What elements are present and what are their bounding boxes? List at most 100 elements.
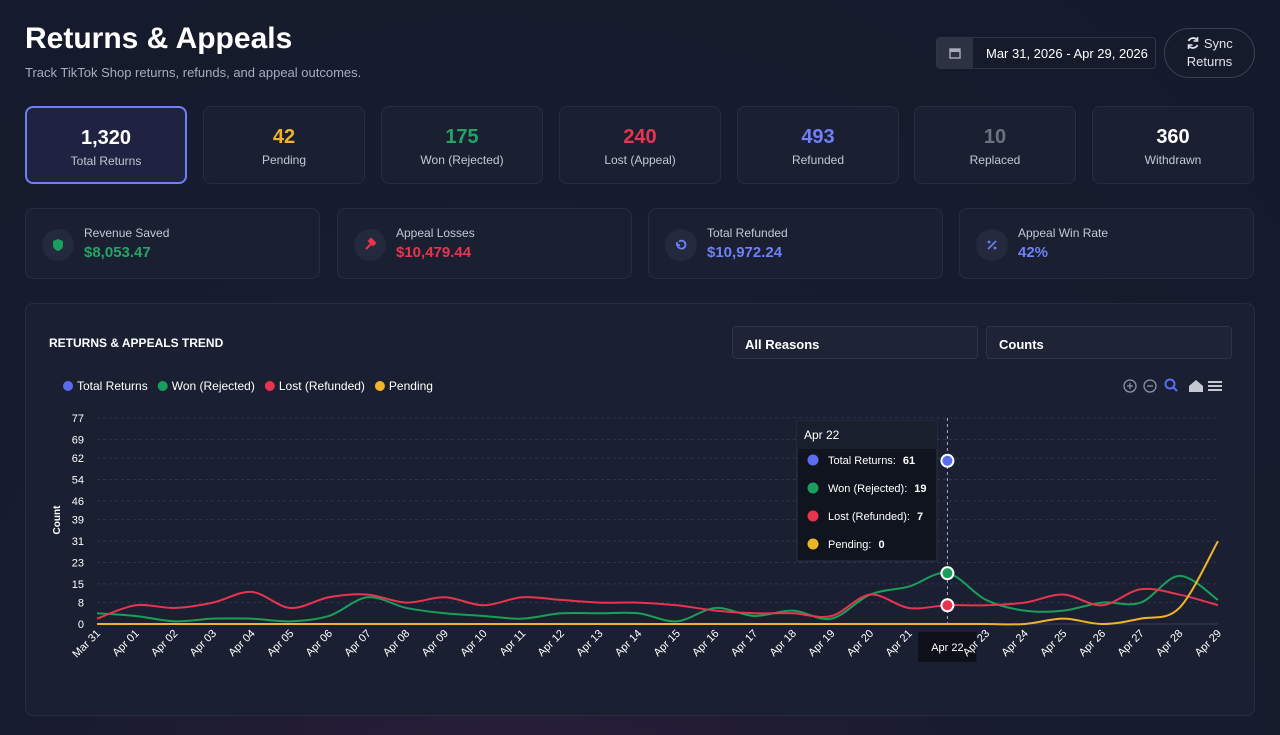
y-tick-label: 69 bbox=[72, 434, 84, 446]
tooltip-value: 0 bbox=[878, 539, 884, 551]
tooltip-value: 61 bbox=[903, 455, 915, 467]
summary-value: $8,053.47 bbox=[84, 244, 151, 261]
x-tick-label: Apr 10 bbox=[458, 628, 489, 659]
metric-filter[interactable]: Counts bbox=[986, 326, 1232, 359]
legend-label: Total Returns bbox=[77, 379, 148, 393]
x-tick-label: Apr 19 bbox=[806, 628, 837, 659]
date-range-picker[interactable]: Mar 31, 2026 - Apr 29, 2026 bbox=[936, 37, 1156, 69]
y-tick-label: 77 bbox=[72, 413, 84, 425]
x-tick-label: Apr 03 bbox=[188, 628, 219, 659]
x-tick-label: Apr 07 bbox=[342, 628, 373, 659]
x-tick-label: Apr 04 bbox=[226, 628, 257, 659]
x-tick-label: Apr 02 bbox=[149, 628, 180, 659]
legend-label: Won (Rejected) bbox=[172, 379, 255, 393]
icon bbox=[676, 239, 687, 250]
x-tick-label: Apr 08 bbox=[381, 628, 412, 659]
hover-marker bbox=[940, 598, 955, 613]
summary-icon bbox=[976, 229, 1008, 261]
stat-card: 360 Withdrawn bbox=[1092, 106, 1254, 184]
y-tick-label: 23 bbox=[72, 557, 84, 569]
y-tick-label: 8 bbox=[78, 598, 84, 610]
icon bbox=[365, 238, 377, 250]
legend-marker bbox=[63, 381, 73, 391]
trend-chart: RETURNS & APPEALS TREND Count Total Return… bbox=[49, 336, 1224, 662]
summary-label: Appeal Losses bbox=[396, 226, 475, 240]
tooltip-label: Total Returns: bbox=[828, 455, 896, 467]
stat-card: 1,320 Total Returns bbox=[25, 106, 187, 184]
stat-card: 240 Lost (Appeal) bbox=[559, 106, 721, 184]
chart-toolbar bbox=[1123, 378, 1222, 393]
stat-label: Won (Rejected) bbox=[420, 153, 504, 167]
y-tick-label: 54 bbox=[72, 475, 84, 487]
stat-card: 493 Refunded bbox=[737, 106, 899, 184]
series-line bbox=[96, 587, 1219, 620]
summary-card: Total Refunded $10,972.24 bbox=[648, 208, 943, 279]
x-tick-label: Apr 21 bbox=[883, 628, 914, 659]
stat-value: 360 bbox=[1156, 126, 1190, 148]
summary-label: Total Refunded bbox=[707, 226, 788, 240]
y-tick-label: 15 bbox=[72, 579, 84, 591]
x-tick-label: Apr 28 bbox=[1154, 628, 1185, 659]
sync-label: Returns bbox=[1186, 54, 1233, 69]
x-tick-label: Apr 01 bbox=[110, 628, 141, 659]
x-tick-label: Apr 25 bbox=[1038, 628, 1069, 659]
stat-label: Pending bbox=[261, 153, 307, 167]
x-tick-label: Apr 12 bbox=[536, 628, 567, 659]
x-tick-label: Apr 16 bbox=[690, 628, 721, 659]
x-tick-label: Apr 26 bbox=[1077, 628, 1108, 659]
summary-label: Revenue Saved bbox=[84, 226, 170, 240]
summary-value: 42% bbox=[1018, 244, 1049, 261]
hover-marker bbox=[940, 453, 955, 468]
x-tick-label: Apr 22 bbox=[931, 642, 963, 654]
y-tick-label: 39 bbox=[72, 515, 84, 527]
sync-icon bbox=[1187, 37, 1199, 49]
legend-marker bbox=[264, 381, 275, 391]
summary-icon bbox=[354, 229, 386, 261]
y-axis-label: Count bbox=[52, 505, 63, 535]
stat-card: 10 Replaced bbox=[914, 106, 1076, 184]
series-line bbox=[97, 540, 1219, 626]
tooltip: Apr 22 Total Returns: 61 Won (Rejected): 19 L… bbox=[796, 420, 938, 562]
series-line bbox=[96, 571, 1219, 623]
summary-icon bbox=[42, 229, 74, 261]
x-highlight-box bbox=[918, 632, 977, 662]
reason-filter[interactable]: All Reasons bbox=[732, 326, 978, 359]
summary-value: $10,479.44 bbox=[396, 244, 472, 261]
tooltip-header bbox=[797, 421, 937, 449]
x-tick-label: Apr 18 bbox=[768, 628, 799, 659]
summary-card: Appeal Losses $10,479.44 bbox=[337, 208, 632, 279]
stat-label: Refunded bbox=[791, 153, 845, 167]
stat-label: Replaced bbox=[969, 153, 1021, 167]
icon bbox=[987, 240, 997, 250]
x-tick-label: Apr 29 bbox=[1193, 628, 1224, 659]
tooltip-marker bbox=[807, 510, 819, 522]
legend-label: Pending bbox=[389, 379, 433, 393]
stat-label: Total Returns bbox=[70, 154, 142, 168]
y-tick-label: 62 bbox=[72, 453, 84, 465]
x-tick-label: Apr 05 bbox=[265, 628, 296, 659]
x-tick-label: Apr 06 bbox=[304, 628, 335, 659]
stat-value: 240 bbox=[623, 126, 657, 148]
legend-label: Lost (Refunded) bbox=[279, 379, 365, 393]
stat-label: Withdrawn bbox=[1144, 153, 1202, 167]
tooltip-value: 19 bbox=[914, 483, 926, 495]
tooltip-marker bbox=[807, 454, 819, 466]
x-tick-label: Apr 15 bbox=[652, 628, 683, 659]
summary-card: Revenue Saved $8,053.47 bbox=[25, 208, 320, 279]
x-tick-label: Apr 27 bbox=[1115, 628, 1146, 659]
x-tick-label: Apr 09 bbox=[420, 628, 451, 659]
tooltip-title: Apr 22 bbox=[804, 428, 840, 442]
y-tick-label: 0 bbox=[78, 619, 84, 631]
tooltip-marker bbox=[807, 482, 819, 494]
x-tick-label: Apr 17 bbox=[729, 628, 760, 659]
stat-value: 42 bbox=[272, 126, 296, 148]
x-tick-label: Apr 14 bbox=[613, 628, 644, 659]
y-tick-label: 31 bbox=[72, 536, 84, 548]
sync-label: Sync bbox=[1203, 36, 1233, 51]
page-subtitle: Track TikTok Shop returns, refunds, and … bbox=[25, 65, 362, 80]
stat-card: 175 Won (Rejected) bbox=[381, 106, 543, 184]
stat-value: 10 bbox=[983, 126, 1007, 148]
sync-button[interactable]: Sync Returns bbox=[1164, 28, 1255, 78]
stat-value: 175 bbox=[445, 126, 479, 148]
